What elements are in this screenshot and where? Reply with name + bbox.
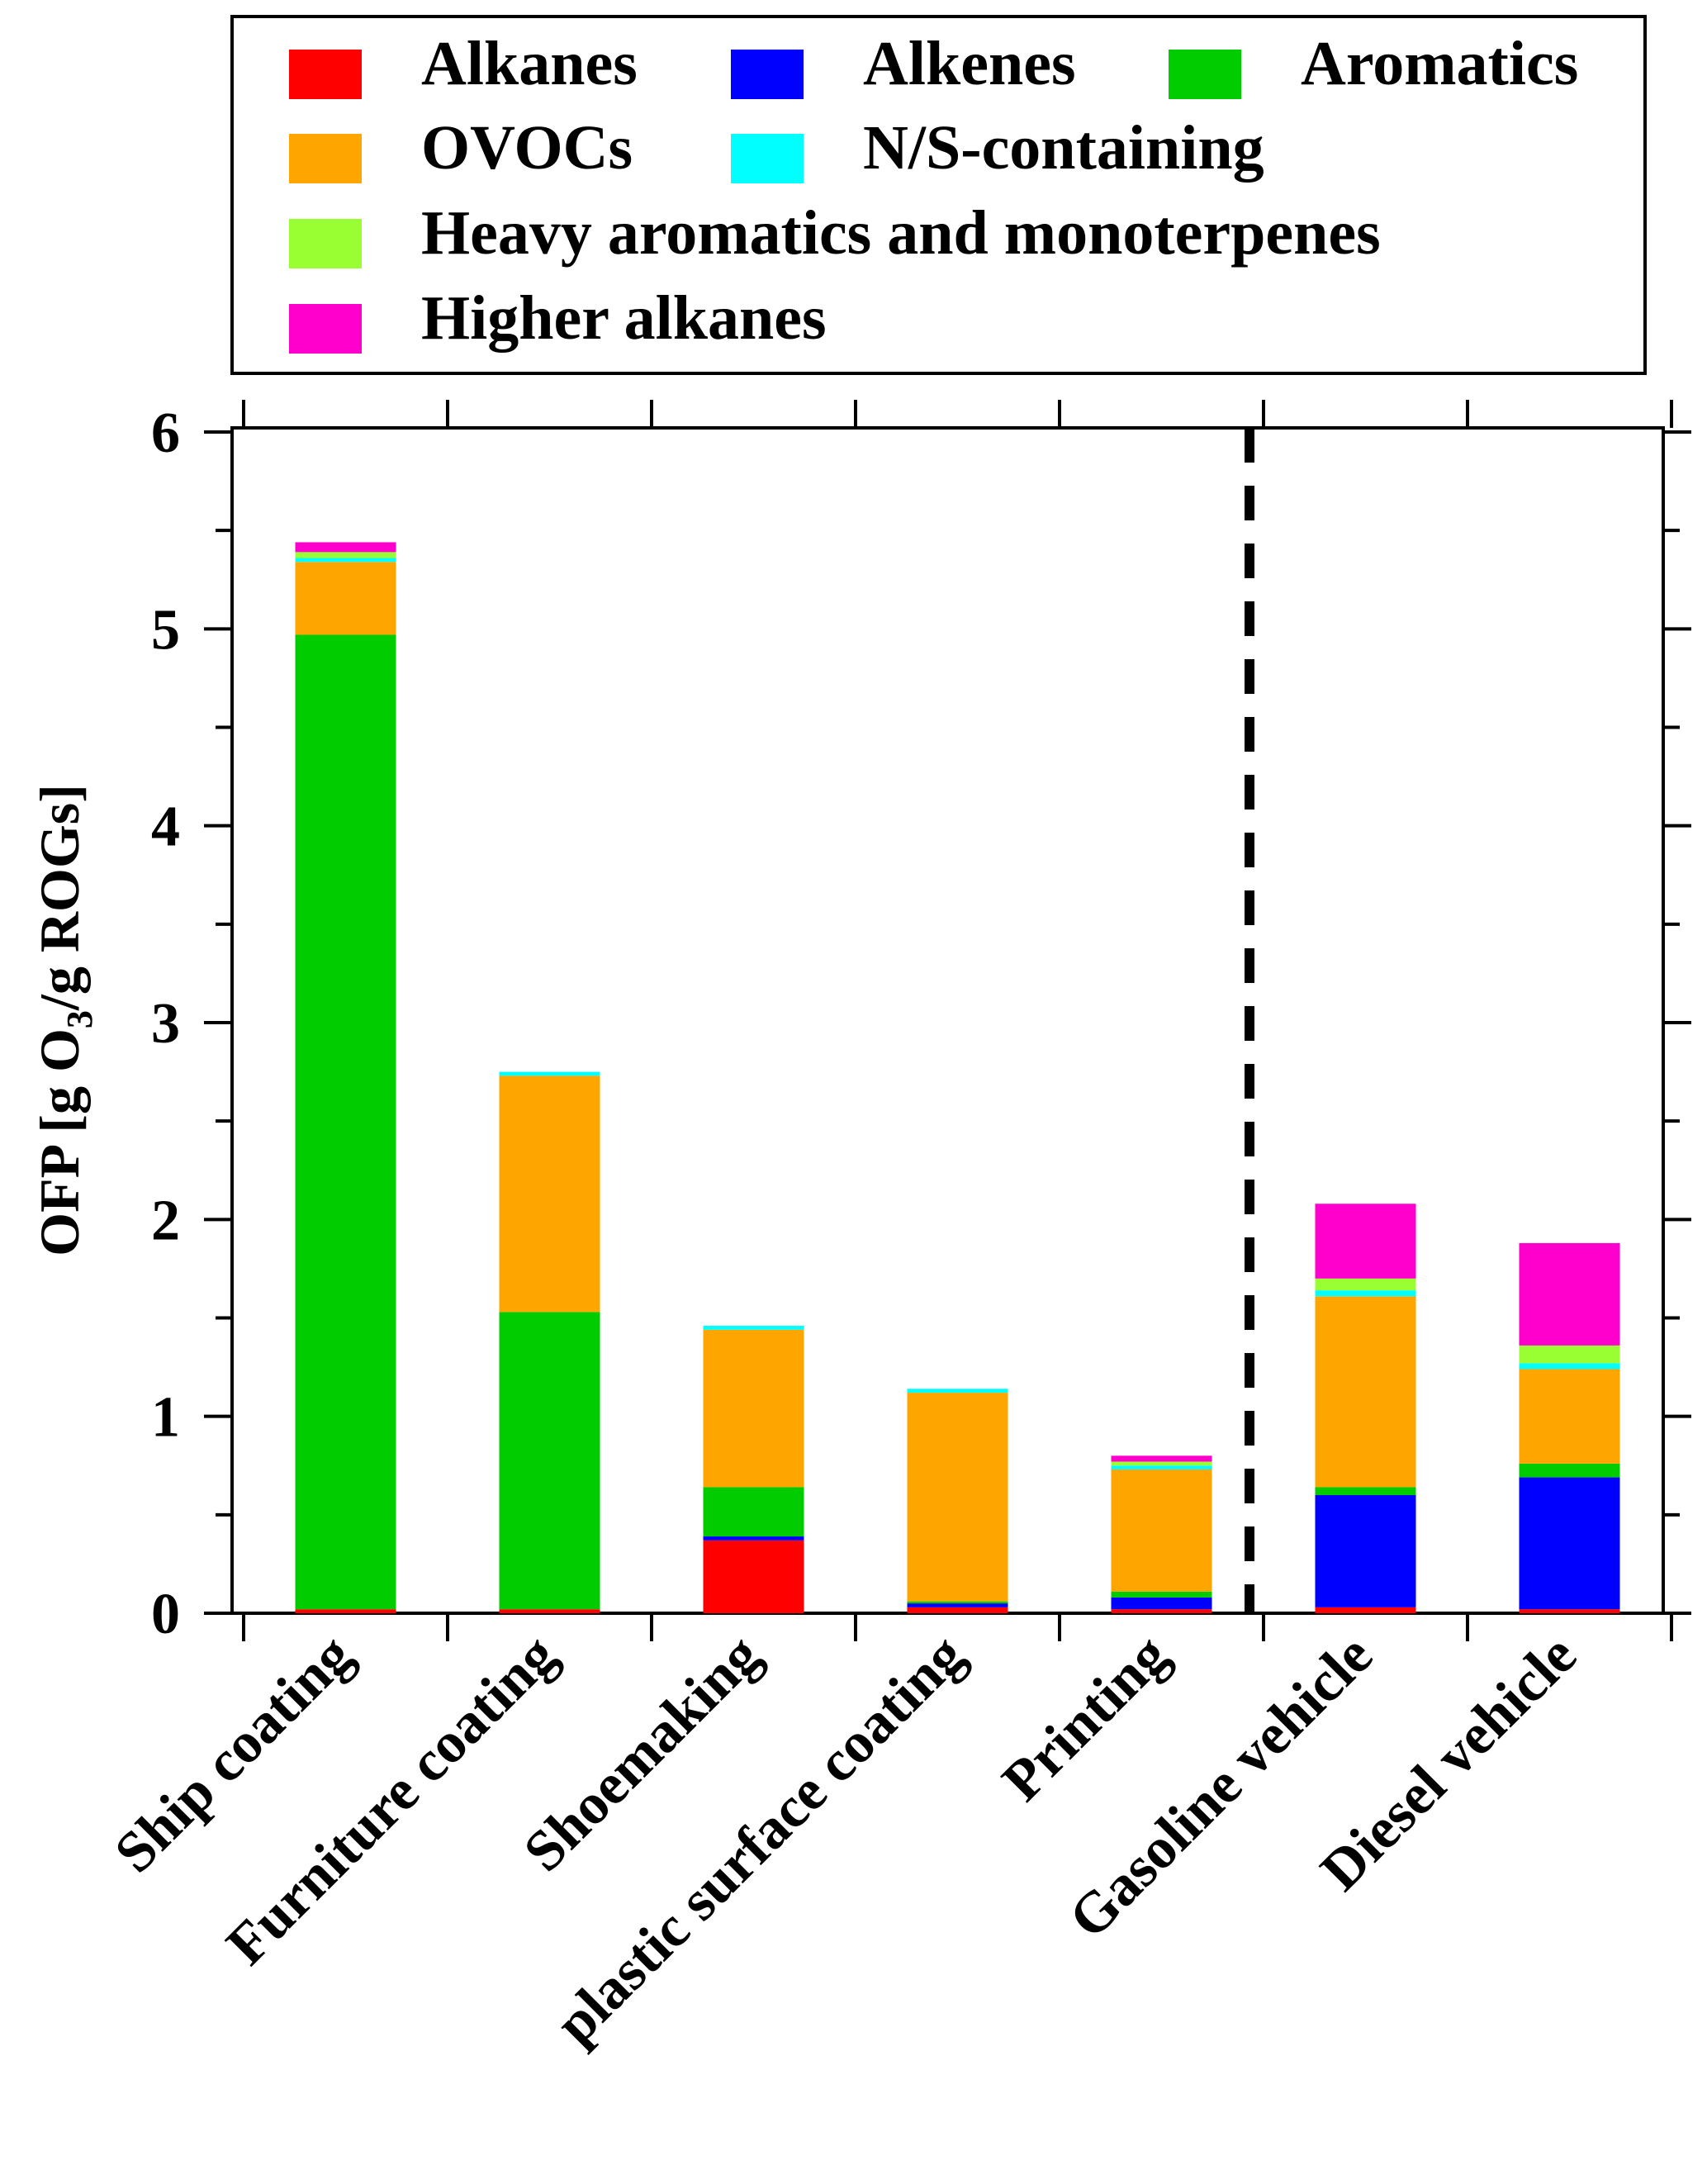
- bar-segment: [295, 552, 396, 558]
- legend-label: N/S-containing: [863, 113, 1264, 183]
- bar-segment: [1519, 1463, 1620, 1478]
- bar-segment: [1111, 1469, 1212, 1592]
- bar-segment: [1519, 1609, 1620, 1613]
- bar-segment: [1315, 1204, 1416, 1279]
- legend-box: [230, 15, 1647, 375]
- legend: Alkanes Alkenes Aromatics OVOCs N/S-containi…: [289, 29, 1578, 354]
- y-tick-label: 6: [151, 401, 180, 465]
- legend-swatch: [289, 304, 362, 354]
- legend-swatch: [731, 134, 804, 183]
- x-tick-label: plastic surface coating: [543, 1623, 977, 2057]
- legend-swatch: [731, 50, 804, 99]
- legend-swatch: [1169, 50, 1241, 99]
- y-tick-label: 2: [151, 1189, 180, 1252]
- bar-segment: [907, 1389, 1008, 1393]
- bar-segment: [907, 1601, 1008, 1604]
- bar-segment: [1519, 1242, 1620, 1346]
- y-tick-label: 0: [151, 1583, 180, 1646]
- x-tick-label: Printing: [990, 1623, 1180, 1813]
- bar-segment: [1315, 1495, 1416, 1607]
- bar-segment: [295, 558, 396, 563]
- legend-label: OVOCs: [421, 113, 633, 183]
- y-axis-title: OFP [g O3/g ROGs]: [28, 784, 100, 1256]
- legend-swatch: [289, 219, 362, 268]
- bar-segment: [1111, 1455, 1212, 1462]
- bar-segment: [1519, 1363, 1620, 1370]
- bar-segment: [907, 1607, 1008, 1613]
- bars: [295, 542, 1620, 1613]
- bar-segment: [1519, 1477, 1620, 1610]
- bar-segment: [703, 1329, 804, 1488]
- bar-segment: [1111, 1461, 1212, 1466]
- bar-segment: [1519, 1369, 1620, 1464]
- bar-segment: [295, 1609, 396, 1613]
- bar-segment: [703, 1540, 804, 1613]
- legend-label: Alkanes: [421, 29, 638, 98]
- legend-swatch: [289, 134, 362, 183]
- axis-ticks: [204, 400, 1691, 1641]
- bar-segment: [499, 1075, 600, 1313]
- bar-segment: [1111, 1597, 1212, 1610]
- bar-segment: [703, 1326, 804, 1330]
- bar-segment: [907, 1393, 1008, 1602]
- bar-segment: [1315, 1487, 1416, 1495]
- legend-label: Alkenes: [863, 29, 1076, 98]
- bar-segment: [499, 1071, 600, 1076]
- bar-segment: [1315, 1296, 1416, 1488]
- legend-label: Aromatics: [1301, 29, 1578, 98]
- y-tick-labels: 0 1 2 3 4 5 6: [151, 401, 180, 1646]
- bar-segment: [1111, 1591, 1212, 1598]
- bar-segment: [295, 562, 396, 635]
- bar-segment: [1315, 1290, 1416, 1297]
- y-tick-label: 5: [151, 598, 180, 662]
- y-tick-label: 4: [151, 795, 180, 859]
- bar-segment: [703, 1536, 804, 1541]
- bar-segment: [1315, 1278, 1416, 1291]
- bar-segment: [499, 1312, 600, 1610]
- bar-segment: [703, 1487, 804, 1537]
- legend-label: Heavy aromatics and monoterpenes: [421, 198, 1381, 268]
- bar-segment: [907, 1603, 1008, 1607]
- bar-segment: [1111, 1465, 1212, 1470]
- bar-segment: [1315, 1607, 1416, 1613]
- legend-label: Higher alkanes: [421, 283, 827, 353]
- bar-segment: [1519, 1345, 1620, 1364]
- bar-segment: [295, 542, 396, 553]
- bar-segment: [499, 1609, 600, 1613]
- y-tick-label: 1: [151, 1386, 180, 1450]
- legend-swatch: [289, 50, 362, 99]
- y-tick-label: 3: [151, 992, 180, 1056]
- bar-segment: [295, 634, 396, 1610]
- bar-segment: [1111, 1609, 1212, 1613]
